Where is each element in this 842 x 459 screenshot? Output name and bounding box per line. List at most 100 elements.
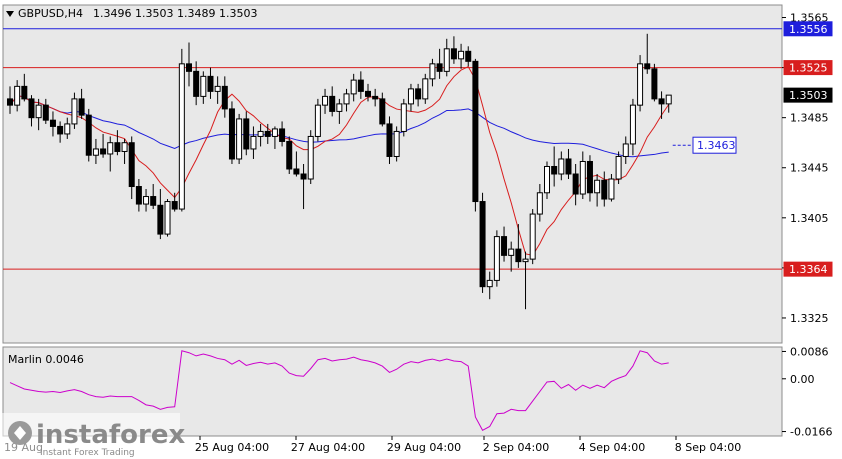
candle <box>544 161 550 200</box>
candle-body-bear <box>551 165 558 175</box>
candle-body-bear <box>114 142 121 152</box>
candle-body-bear <box>586 160 593 194</box>
candle <box>579 151 586 200</box>
candle-body-bear <box>135 186 142 205</box>
candle <box>271 126 278 149</box>
candle <box>665 94 672 113</box>
candle <box>78 88 85 119</box>
candle-body-bull <box>343 93 350 105</box>
candle <box>343 88 350 112</box>
y-tick-label: 1.3485 <box>790 112 829 125</box>
candle-body-bear <box>651 68 658 100</box>
candle-body-bull <box>393 130 400 157</box>
candle <box>193 61 200 106</box>
candle-body-bear <box>572 173 579 195</box>
candle-body-bear <box>171 201 178 210</box>
candle-body-bull <box>350 79 357 95</box>
candle <box>128 136 135 200</box>
candle-body-bear <box>100 148 107 155</box>
candle-body-bear <box>228 108 235 160</box>
x-tick-label: 8 Sep 04:00 <box>675 441 741 454</box>
candle <box>42 98 49 124</box>
candle <box>107 136 114 172</box>
instaforex-logo: instaforex Instant Forex Trading <box>0 413 186 459</box>
ma-blue-line <box>9 95 669 158</box>
candle-body-bull <box>143 196 150 205</box>
candle <box>329 86 336 117</box>
ma-blue-callout-box <box>692 136 737 154</box>
y-tick-label: 1.3445 <box>790 162 829 175</box>
candle-body-bull <box>92 148 99 156</box>
candle <box>586 155 593 202</box>
candle-body-bull <box>400 103 407 132</box>
candle <box>71 92 78 129</box>
candle <box>422 73 429 104</box>
candle-body-bull <box>522 258 529 263</box>
candle-body-bear <box>128 142 135 188</box>
candle <box>64 117 71 139</box>
candle <box>436 48 443 79</box>
candle <box>35 98 42 131</box>
candle <box>551 146 558 187</box>
x-tick-label: 4 Sep 04:00 <box>579 441 645 454</box>
candle <box>314 98 321 142</box>
candle <box>357 71 364 99</box>
candle-body-bear <box>264 130 271 137</box>
candle-body-bull <box>407 88 414 105</box>
candle-body-bear <box>157 204 164 235</box>
candle <box>14 80 21 112</box>
candle <box>465 46 472 67</box>
candle-body-bull <box>443 48 450 72</box>
candle <box>85 108 92 162</box>
candle <box>257 123 264 147</box>
marlin-tick-label: 0.0086 <box>790 345 829 358</box>
y-tick-label: 1.3325 <box>790 312 829 325</box>
candle <box>393 126 400 162</box>
level-tag-bg <box>783 261 833 277</box>
candle <box>92 138 99 164</box>
candle-body-bull <box>622 143 629 157</box>
candle-body-bear <box>243 118 250 150</box>
candle <box>114 130 121 156</box>
candle <box>479 192 486 293</box>
candle-body-bull <box>322 95 329 106</box>
candle <box>300 163 307 210</box>
candle-body-bull <box>64 123 71 135</box>
candle-body-bear <box>300 173 307 180</box>
candle-body-bear <box>379 98 386 125</box>
candle <box>21 73 28 102</box>
candle-body-bull <box>665 94 672 105</box>
candle-body-bear <box>279 128 286 142</box>
candle <box>379 92 386 127</box>
candle-body-bull <box>508 248 515 256</box>
candle-body-bull <box>615 155 622 180</box>
level-tag-bg <box>783 60 833 76</box>
main-plot-area[interactable] <box>2 4 783 344</box>
candle-body-bull <box>493 236 500 281</box>
candle-body-bull <box>178 63 185 210</box>
candle-body-bull <box>429 63 436 80</box>
candle <box>651 63 658 102</box>
candle-body-bull <box>250 135 257 150</box>
candle <box>150 184 157 210</box>
candle-body-bull <box>71 98 78 125</box>
candle <box>221 76 228 118</box>
candle <box>186 42 192 87</box>
candle-body-bear <box>372 95 379 100</box>
candle <box>143 189 150 212</box>
candle-body-bull <box>637 63 644 106</box>
chart-menu-triangle-icon[interactable] <box>6 11 14 17</box>
candle <box>100 133 107 158</box>
current-price-tag-bg <box>783 87 833 103</box>
candle-body-bear <box>42 104 49 121</box>
candle <box>365 83 371 102</box>
candle-body-bear <box>515 248 522 263</box>
candle-body-bear <box>501 236 508 256</box>
candle <box>322 88 329 114</box>
candle <box>472 58 479 212</box>
candle-body-bull <box>608 178 615 200</box>
candle-body-bear <box>472 60 479 203</box>
candle <box>601 171 608 207</box>
candle-body-bull <box>214 85 221 92</box>
candle-body-bear <box>186 63 192 72</box>
